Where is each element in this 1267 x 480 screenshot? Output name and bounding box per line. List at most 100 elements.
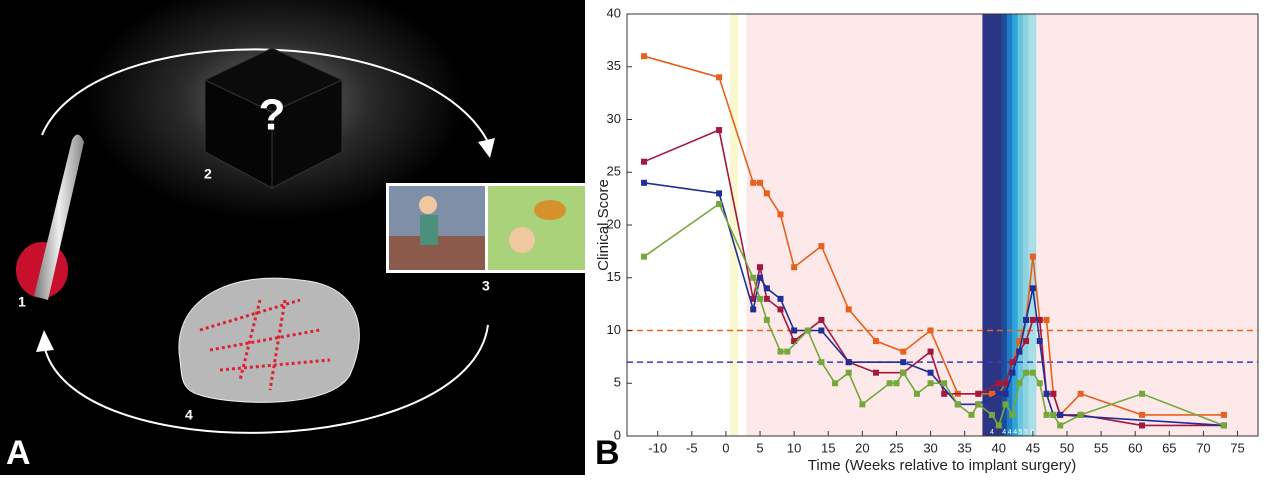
x-tick-label: 65 [1162,440,1176,455]
data-point [1023,370,1029,376]
data-point [764,285,770,291]
y-tick-label: 15 [607,269,621,284]
data-point [1078,391,1084,397]
band-label: 4 [1008,429,1012,436]
data-point [1003,391,1009,397]
data-point [777,211,783,217]
stimulation-band [1018,14,1023,436]
y-tick-label: 20 [607,216,621,231]
data-point [1009,412,1015,418]
x-tick-label: 45 [1026,440,1040,455]
data-point [846,370,852,376]
data-point [777,349,783,355]
data-point [641,254,647,260]
data-point [764,190,770,196]
data-point [1221,422,1227,428]
data-point [1030,254,1036,260]
data-point [750,306,756,312]
panel-b: B Time (Weeks relative to implant surger… [595,5,1258,474]
data-point [791,264,797,270]
data-point [1139,412,1145,418]
data-point [846,359,852,365]
data-point [928,370,934,376]
x-tick-label: 50 [1060,440,1074,455]
data-point [955,401,961,407]
data-point [1016,349,1022,355]
data-point [900,349,906,355]
stimulation-band [982,14,1001,436]
data-point [757,275,763,281]
data-point [1139,391,1145,397]
data-point [716,201,722,207]
shaded-span [730,14,738,436]
band-label: 4 [1013,429,1017,436]
data-point [757,264,763,270]
stimulation-band [1002,14,1007,436]
data-point [996,380,1002,386]
data-point [975,391,981,397]
step-label: 3 [482,278,490,294]
data-point [1057,422,1063,428]
cube-mark: ? [259,91,286,140]
data-point [1044,391,1050,397]
data-point [1016,380,1022,386]
y-tick-label: 30 [607,111,621,126]
x-tick-label: 25 [889,440,903,455]
data-point [900,359,906,365]
x-tick-label: 40 [992,440,1006,455]
y-tick-label: 25 [607,164,621,179]
data-point [818,328,824,334]
data-point [818,243,824,249]
data-point [716,190,722,196]
data-point [975,401,981,407]
data-point [750,180,756,186]
data-point [716,127,722,133]
data-point [1044,317,1050,323]
y-tick-label: 10 [607,322,621,337]
data-point [1030,370,1036,376]
data-point [764,296,770,302]
data-point [805,328,811,334]
x-tick-label: 70 [1196,440,1210,455]
data-point [887,380,893,386]
data-point [641,53,647,59]
x-tick-label: 20 [855,440,869,455]
data-point [1139,422,1145,428]
data-point [641,180,647,186]
data-point [784,349,790,355]
page: ? 1 2 3 4 A B Time (Weeks relative to im… [0,0,1267,480]
x-tick-label: -5 [686,440,698,455]
x-tick-label: 75 [1230,440,1244,455]
x-tick-label: 35 [957,440,971,455]
data-point [914,391,920,397]
data-point [818,317,824,323]
data-point [1030,285,1036,291]
brain [179,278,359,402]
x-tick-label: 5 [756,440,763,455]
data-point [1221,412,1227,418]
data-point [873,338,879,344]
data-point [968,412,974,418]
panel-label: A [6,434,31,472]
data-point [928,349,934,355]
cartoon [386,183,588,273]
data-point [1023,317,1029,323]
data-point [928,328,934,334]
x-tick-label: 60 [1128,440,1142,455]
x-tick-label: 10 [787,440,801,455]
x-tick-label: -10 [648,440,667,455]
data-point [832,380,838,386]
x-tick-label: 0 [722,440,729,455]
x-axis-title: Time (Weeks relative to implant surgery) [808,457,1076,474]
x-tick-label: 15 [821,440,835,455]
data-point [996,391,1002,397]
data-point [641,159,647,165]
y-tick-label: 5 [614,375,621,390]
y-tick-label: 35 [607,58,621,73]
data-point [757,180,763,186]
step-label: 1 [18,294,26,310]
data-point [1030,317,1036,323]
x-tick-label: 30 [923,440,937,455]
data-point [1050,391,1056,397]
data-point [777,296,783,302]
